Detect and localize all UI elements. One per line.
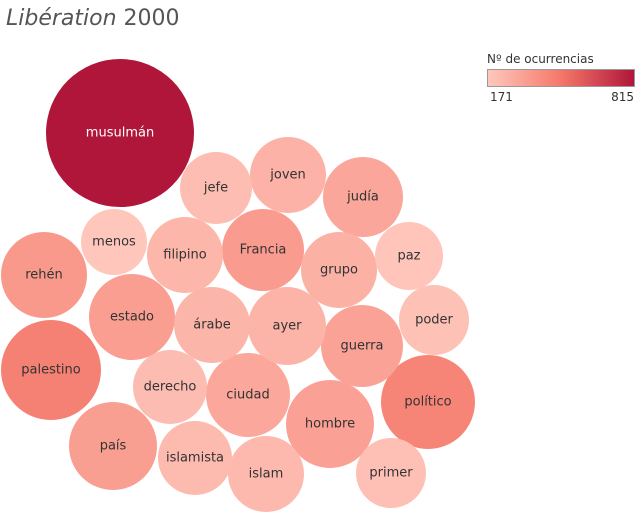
bubble-menos[interactable]: menos: [81, 209, 147, 275]
bubble-label-judia: judía: [346, 190, 379, 205]
bubble-circle-politico[interactable]: [381, 355, 475, 449]
bubble-circle-islam[interactable]: [228, 436, 304, 512]
bubble-label-grupo: grupo: [320, 263, 358, 278]
bubble-label-arabe: árabe: [193, 318, 231, 333]
bubble-joven[interactable]: joven: [250, 137, 326, 213]
bubble-label-joven: joven: [269, 168, 306, 183]
bubble-label-derecho: derecho: [144, 380, 197, 395]
bubble-circle-derecho[interactable]: [133, 350, 207, 424]
bubble-primer[interactable]: primer: [356, 438, 426, 508]
bubble-ayer[interactable]: ayer: [248, 287, 326, 365]
bubble-circle-rehen[interactable]: [1, 232, 87, 318]
bubble-palestino[interactable]: palestino: [1, 320, 101, 420]
bubble-label-hombre: hombre: [305, 417, 355, 432]
bubble-label-menos: menos: [92, 235, 136, 250]
bubble-filipino[interactable]: filipino: [147, 217, 223, 293]
bubble-label-pais: país: [100, 439, 127, 454]
bubble-label-estado: estado: [110, 310, 154, 325]
legend-ticks: 171 815: [487, 90, 635, 106]
bubble-politico[interactable]: político: [381, 355, 475, 449]
bubble-hombre[interactable]: hombre: [286, 380, 374, 468]
bubble-circle-pais[interactable]: [69, 402, 157, 490]
bubble-label-politico: político: [404, 395, 451, 410]
bubble-label-ayer: ayer: [272, 319, 302, 334]
bubble-label-palestino: palestino: [21, 363, 81, 378]
bubble-circle-arabe[interactable]: [174, 287, 250, 363]
bubble-circle-poder[interactable]: [399, 285, 469, 355]
bubble-circle-ayer[interactable]: [248, 287, 326, 365]
bubble-rehen[interactable]: rehén: [1, 232, 87, 318]
bubble-label-jefe: jefe: [203, 181, 228, 196]
bubble-islam[interactable]: islam: [228, 436, 304, 512]
legend-min-label: 171: [490, 90, 513, 104]
bubble-label-musulman: musulmán: [86, 126, 154, 141]
bubble-label-filipino: filipino: [163, 248, 207, 263]
bubble-circle-palestino[interactable]: [1, 320, 101, 420]
bubble-judia[interactable]: judía: [323, 157, 403, 237]
bubble-pais[interactable]: país: [69, 402, 157, 490]
chart-title-publication: Libération: [6, 6, 117, 31]
bubble-circle-hombre[interactable]: [286, 380, 374, 468]
bubble-circle-ciudad[interactable]: [206, 353, 290, 437]
bubble-circle-estado[interactable]: [89, 274, 175, 360]
bubble-ciudad[interactable]: ciudad: [206, 353, 290, 437]
bubble-guerra[interactable]: guerra: [321, 305, 403, 387]
bubble-circle-judia[interactable]: [323, 157, 403, 237]
bubble-label-guerra: guerra: [341, 339, 384, 354]
bubble-circle-francia[interactable]: [222, 209, 304, 291]
bubble-circle-jefe[interactable]: [180, 152, 252, 224]
bubble-grupo[interactable]: grupo: [301, 232, 377, 308]
bubble-musulman[interactable]: musulmán: [46, 59, 194, 207]
bubble-jefe[interactable]: jefe: [180, 152, 252, 224]
bubble-francia[interactable]: Francia: [222, 209, 304, 291]
bubble-circle-joven[interactable]: [250, 137, 326, 213]
bubble-circle-primer[interactable]: [356, 438, 426, 508]
bubble-circle-guerra[interactable]: [321, 305, 403, 387]
bubble-label-francia: Francia: [240, 243, 287, 258]
bubble-label-poder: poder: [415, 313, 453, 328]
bubble-derecho[interactable]: derecho: [133, 350, 207, 424]
bubble-label-islamista: islamista: [166, 451, 224, 466]
bubble-label-ciudad: ciudad: [226, 388, 269, 403]
bubble-islamista[interactable]: islamista: [158, 421, 232, 495]
bubble-poder[interactable]: poder: [399, 285, 469, 355]
color-legend: Nº de ocurrencias 171 815: [487, 52, 635, 106]
legend-title: Nº de ocurrencias: [487, 52, 594, 66]
bubble-arabe[interactable]: árabe: [174, 287, 250, 363]
bubble-paz[interactable]: paz: [375, 222, 443, 290]
bubble-estado[interactable]: estado: [89, 274, 175, 360]
bubble-circle-grupo[interactable]: [301, 232, 377, 308]
bubble-circle-filipino[interactable]: [147, 217, 223, 293]
bubble-label-primer: primer: [369, 466, 413, 481]
legend-color-ramp: [487, 69, 635, 87]
chart-title-year: 2000: [123, 6, 180, 31]
bubble-label-islam: islam: [249, 467, 284, 482]
bubble-circle-menos[interactable]: [81, 209, 147, 275]
bubble-circle-islamista[interactable]: [158, 421, 232, 495]
bubble-circle-paz[interactable]: [375, 222, 443, 290]
chart-title: Libération 2000: [6, 6, 180, 31]
bubble-label-rehen: rehén: [25, 268, 63, 283]
bubble-label-paz: paz: [397, 249, 420, 264]
bubble-circle-musulman[interactable]: [46, 59, 194, 207]
legend-max-label: 815: [611, 90, 634, 104]
